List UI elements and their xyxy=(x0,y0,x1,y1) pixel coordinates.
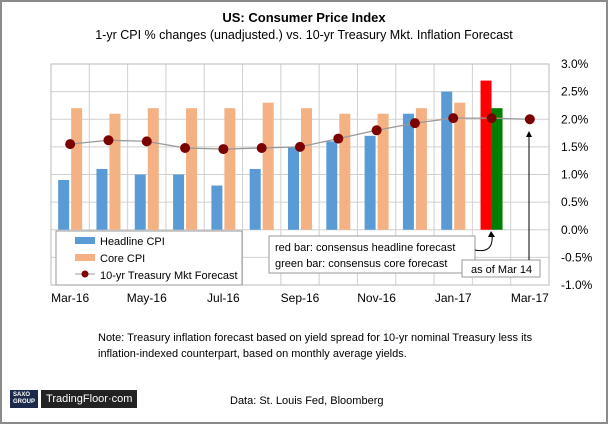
x-tick-label: May-16 xyxy=(127,291,167,305)
legend-label: Core CPI xyxy=(100,253,145,265)
core-cpi-bar xyxy=(262,102,274,230)
forecast-point xyxy=(295,141,305,152)
forecast-point xyxy=(103,135,114,146)
headline-cpi-bar xyxy=(441,91,453,230)
y-tick-label: 0.5% xyxy=(561,195,589,209)
forecast-point xyxy=(141,136,152,147)
headline-cpi-bar xyxy=(364,135,376,230)
core-cpi-bar xyxy=(415,108,427,230)
core-cpi-bar xyxy=(71,108,83,230)
y-tick-label: 2.0% xyxy=(561,112,589,126)
headline-cpi-bar xyxy=(58,180,70,230)
forecast-point xyxy=(448,113,459,124)
annotation-box xyxy=(268,235,476,274)
core-cpi-bar xyxy=(339,113,351,230)
core-cpi-bar xyxy=(454,102,466,230)
forecast-point xyxy=(486,113,497,124)
tradingfloor-logo: SAXO GROUP TradingFloor·com xyxy=(10,390,138,408)
annotation-red-bar: red bar: consensus headline forecast xyxy=(275,242,455,254)
core-cpi-bar xyxy=(147,108,159,230)
forecast-point xyxy=(371,125,382,136)
x-tick-label: Jul-16 xyxy=(207,291,240,305)
headline-forecast-bar xyxy=(480,80,492,230)
core-cpi-bar xyxy=(377,113,389,230)
annotation-arrowhead xyxy=(488,231,495,237)
x-tick-label: Jan-17 xyxy=(435,291,472,305)
as-of-label: as of Mar 14 xyxy=(471,264,532,276)
y-tick-label: 3.0% xyxy=(561,57,589,71)
headline-cpi-bar xyxy=(173,174,185,230)
as-of-arrowhead xyxy=(526,131,532,137)
x-tick-label: Sep-16 xyxy=(281,291,320,305)
y-tick-label: 2.5% xyxy=(561,85,589,99)
legend-label: Headline CPI xyxy=(100,236,165,248)
core-forecast-bar xyxy=(491,108,503,230)
legend-label: 10-yr Treasury Mkt Forecast xyxy=(100,270,238,282)
headline-cpi-bar xyxy=(96,168,108,230)
core-cpi-bar xyxy=(186,108,198,230)
annotation-green-bar: green bar: consensus core forecast xyxy=(275,258,447,270)
headline-cpi-bar xyxy=(134,174,146,230)
y-tick-label: -1.0% xyxy=(561,278,593,292)
annotation-arrow xyxy=(474,233,493,252)
core-cpi-bar xyxy=(224,108,236,230)
forecast-point xyxy=(218,144,229,155)
core-cpi-bar xyxy=(301,108,312,230)
chart-svg: 3.0% 2.5% 2.0% 1.5% 1.0% 0.5% 0.0% -0.5% -1.0% Ma… xyxy=(50,57,593,305)
legend-swatch-core xyxy=(75,254,95,261)
x-tick-label: Nov-16 xyxy=(357,291,396,305)
headline-cpi-bar xyxy=(402,113,414,230)
y-tick-label: 1.5% xyxy=(561,140,589,154)
headline-cpi-bar xyxy=(288,146,299,230)
core-cpi-bar xyxy=(109,113,121,230)
tradingfloor-wordmark: TradingFloor·com xyxy=(41,390,138,408)
x-tick-label: Mar-16 xyxy=(51,291,89,305)
headline-cpi-bar xyxy=(326,141,338,230)
y-tick-label: -0.5% xyxy=(561,250,593,264)
source-text: Data: St. Louis Fed, Bloomberg xyxy=(230,395,384,407)
legend-swatch-marker xyxy=(81,270,89,278)
forecast-point xyxy=(65,139,76,150)
footnote: Note: Treasury inflation forecast based … xyxy=(98,332,533,360)
legend-swatch-headline xyxy=(75,237,95,244)
forecast-point xyxy=(180,142,191,153)
forecast-point xyxy=(524,114,535,125)
y-tick-label: 0.0% xyxy=(561,223,589,237)
plot-area xyxy=(50,63,550,286)
headline-cpi-bar xyxy=(249,168,261,230)
y-tick-label: 1.0% xyxy=(561,168,589,182)
forecast-point xyxy=(256,142,267,153)
headline-cpi-bar xyxy=(211,185,223,230)
forecast-point xyxy=(409,118,420,129)
chart-title: US: Consumer Price Index xyxy=(222,10,386,25)
chart-subtitle: 1-yr CPI % changes (unadjusted.) vs. 10-… xyxy=(95,28,513,42)
forecast-point xyxy=(333,133,344,144)
x-tick-label: Mar-17 xyxy=(511,291,549,305)
saxo-logo: SAXO GROUP xyxy=(10,390,39,408)
as-of-box xyxy=(461,259,541,278)
